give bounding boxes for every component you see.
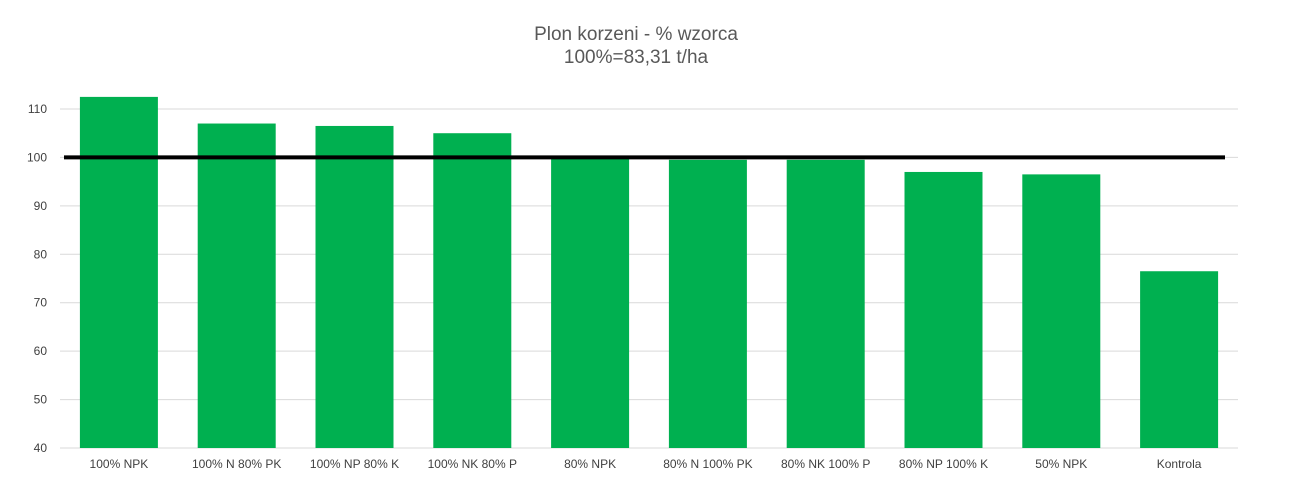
x-tick-label: Kontrola [1157, 457, 1202, 471]
y-tick-label: 100 [27, 150, 47, 164]
y-tick-label: 40 [34, 441, 48, 455]
chart-subtitle: 100%=83,31 t/ha [564, 47, 709, 68]
bar [1022, 174, 1101, 448]
y-tick-label: 80 [34, 247, 48, 261]
bar [197, 123, 276, 449]
x-tick-label: 50% NPK [1035, 457, 1087, 471]
x-tick-label: 100% NP 80% K [310, 457, 399, 471]
y-tick-label: 50 [34, 393, 48, 407]
bar [1140, 271, 1219, 448]
x-tick-label: 80% N 100% PK [663, 457, 752, 471]
x-axis: 100% NPK 100% N 80% PK 100% NP 80% K 100% N… [90, 457, 1202, 471]
x-tick-label: 80% NK 100% P [781, 457, 870, 471]
y-axis: 40 50 60 70 80 90 100 110 [27, 102, 47, 455]
x-tick-label: 80% NPK [564, 457, 616, 471]
y-tick-label: 110 [28, 102, 47, 116]
x-tick-label: 80% NP 100% K [899, 457, 988, 471]
x-tick-label: 100% NPK [90, 457, 149, 471]
chart-title: Plon korzeni - % wzorca [534, 24, 738, 45]
bar [786, 159, 865, 448]
x-tick-label: 100% NK 80% P [428, 457, 517, 471]
bar [668, 159, 747, 448]
y-tick-label: 70 [34, 296, 48, 310]
y-tick-label: 60 [34, 344, 48, 358]
x-tick-label: 100% N 80% PK [192, 457, 281, 471]
bar [433, 133, 512, 448]
bars [79, 96, 1219, 449]
chart-title-group: Plon korzeni - % wzorca 100%=83,31 t/ha [534, 24, 738, 68]
bar [79, 96, 158, 449]
bar [551, 157, 630, 448]
y-tick-label: 90 [34, 199, 48, 213]
bar [315, 125, 394, 448]
bar [904, 171, 983, 448]
